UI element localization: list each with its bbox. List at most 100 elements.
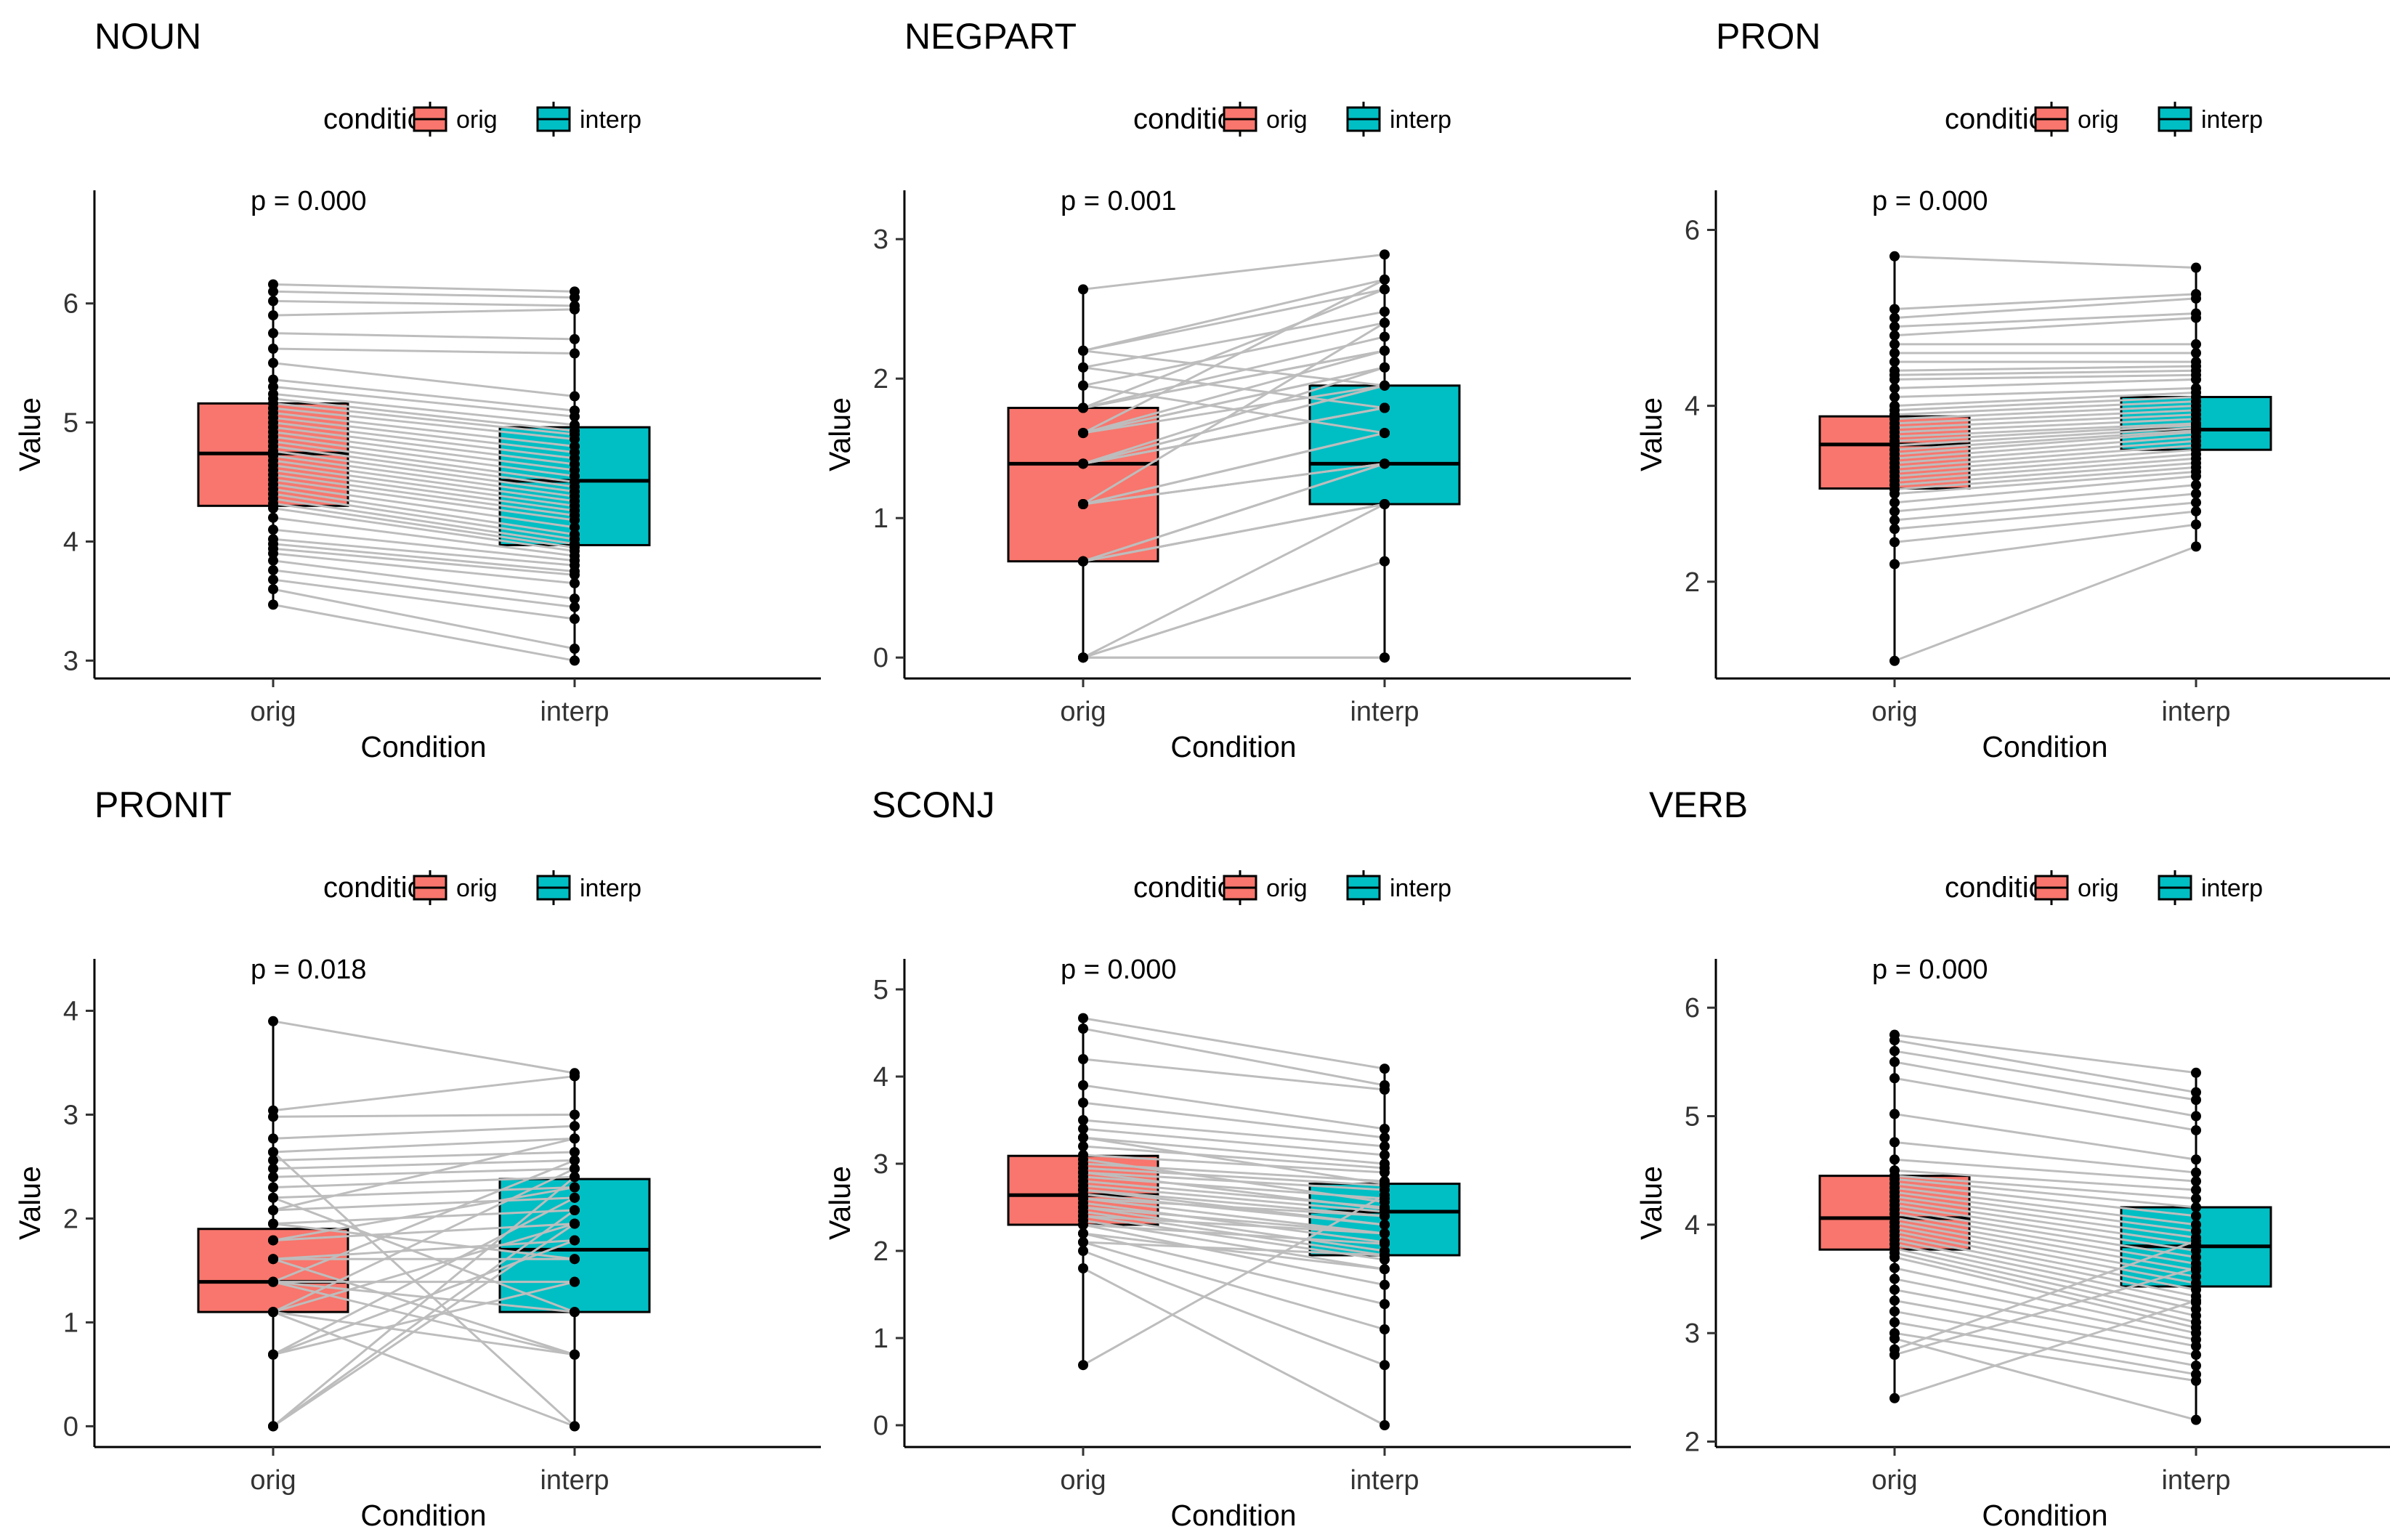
pair-line (1894, 484, 2197, 513)
pair-line (1082, 278, 1385, 434)
point-interp (570, 1172, 580, 1183)
pair-line (272, 1196, 575, 1356)
pair-line (272, 299, 575, 307)
pair-line (272, 1239, 575, 1356)
x-tick-label-interp: interp (540, 1465, 609, 1496)
point-orig (1078, 1246, 1088, 1256)
pair-line (272, 569, 575, 609)
y-tick-label: 1 (63, 1308, 78, 1338)
pair-line (1082, 1232, 1385, 1270)
point-interp (2191, 1095, 2201, 1106)
point-interp (2191, 339, 2201, 349)
point-orig (268, 1349, 278, 1360)
pair-line (272, 1124, 575, 1140)
pair-line (1894, 1217, 2197, 1272)
point-orig (1889, 304, 1900, 315)
point-orig (1078, 362, 1088, 373)
point-interp (1380, 249, 1390, 260)
pair-line (1894, 466, 2197, 491)
point-orig (268, 1016, 278, 1026)
pair-line (1894, 439, 2197, 464)
point-orig (1889, 1137, 1900, 1148)
pair-line (1082, 253, 1385, 291)
y-axis-title: Value (1634, 1166, 1668, 1240)
point-interp (570, 1121, 580, 1132)
point-orig (268, 599, 278, 610)
point-orig (1889, 1252, 1900, 1263)
point-interp (2191, 1067, 2201, 1078)
point-interp (2191, 1236, 2201, 1247)
pair-line (272, 547, 575, 576)
pair-line (1894, 386, 2197, 399)
pair-line (272, 552, 575, 585)
p-value-label: p = 0.018 (251, 955, 367, 985)
point-interp (2191, 1201, 2201, 1212)
pair-line (1894, 475, 2197, 504)
y-tick-label: 2 (1685, 1427, 1700, 1458)
x-tick-label-interp: interp (1350, 697, 1419, 727)
point-orig (268, 512, 278, 523)
y-tick-label: 2 (873, 1236, 888, 1267)
pair-line (272, 440, 575, 484)
point-interp (570, 434, 580, 445)
point-orig (1078, 1263, 1088, 1273)
point-orig (1078, 556, 1088, 567)
point-interp (2191, 488, 2201, 499)
point-orig (1889, 348, 1900, 358)
point-orig (268, 1111, 278, 1122)
pair-line (272, 538, 575, 567)
point-interp (570, 1349, 580, 1360)
pair-line (272, 397, 575, 432)
pair-line (1894, 1158, 2197, 1183)
pair-line (272, 498, 575, 546)
point-interp (570, 578, 580, 588)
pair-line (1894, 1050, 2197, 1101)
point-orig (268, 1254, 278, 1265)
point-orig (268, 381, 278, 392)
pair-line (1894, 470, 2197, 495)
x-tick-label-interp: interp (2161, 1465, 2230, 1496)
panel-title: VERB (1649, 785, 1748, 825)
y-tick-label: 5 (63, 408, 78, 439)
point-orig (1889, 1154, 1900, 1165)
point-interp (1380, 331, 1390, 342)
point-interp (2191, 1087, 2201, 1098)
point-interp (570, 1109, 580, 1120)
pair-line (272, 1310, 575, 1427)
pair-line (1894, 435, 2197, 460)
point-interp (2191, 262, 2201, 273)
pair-line (1894, 444, 2197, 469)
pair-line (1082, 1154, 1385, 1174)
point-interp (1380, 1063, 1390, 1074)
pair-line (1894, 1234, 2197, 1297)
pair-line (272, 450, 575, 493)
point-interp (570, 1182, 580, 1193)
point-orig (268, 564, 278, 575)
pair-line (272, 455, 575, 498)
pair-line (1894, 510, 2197, 543)
pair-line (1082, 288, 1385, 352)
point-orig (1889, 559, 1900, 570)
panel-title: PRONIT (94, 785, 232, 825)
pair-line (1894, 418, 2197, 434)
pair-line (1894, 1186, 2197, 1226)
point-interp (1380, 1141, 1390, 1151)
pair-line (1894, 545, 2197, 662)
pair-line (1894, 378, 2197, 389)
point-orig (268, 286, 278, 297)
point-orig (1889, 1317, 1900, 1328)
pair-line (1082, 503, 1385, 563)
pair-line (272, 516, 575, 557)
pair-line (1894, 369, 2197, 376)
pair-line (1894, 413, 2197, 429)
pair-line (272, 1137, 575, 1154)
pair-line (272, 459, 575, 503)
y-tick-label: 4 (873, 1062, 888, 1093)
pair-line (1894, 453, 2197, 478)
pair-line (272, 1176, 575, 1427)
point-orig (1889, 321, 1900, 332)
pair-line (272, 392, 575, 426)
y-tick-label: 3 (873, 224, 888, 255)
